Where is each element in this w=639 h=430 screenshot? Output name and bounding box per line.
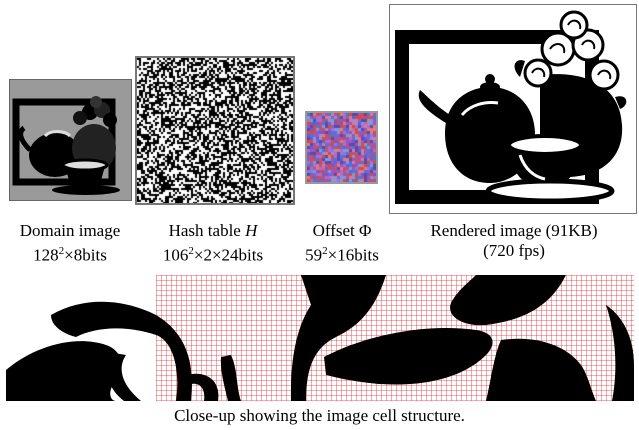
offset-size-exp: 2 — [322, 245, 328, 257]
offset-size-rest: ×16bits — [327, 245, 379, 265]
hash-table-caption: Hash table H 1062×2×24bits — [140, 221, 286, 266]
rendered-image — [389, 4, 637, 214]
rendered-image-art — [395, 10, 627, 204]
offset-caption-line1: Offset Φ — [312, 221, 372, 240]
closeup-image — [6, 275, 634, 401]
offset-caption: Offset Φ 592×16bits — [290, 221, 394, 266]
hash-caption-var: H — [245, 221, 258, 240]
offset-image — [305, 111, 378, 184]
rendered-caption-line1: Rendered image (91KB) — [430, 221, 598, 240]
domain-size-base: 128 — [33, 245, 59, 265]
domain-image-art — [12, 96, 120, 195]
hash-table-image — [135, 56, 295, 205]
hash-size-rest: ×2×24bits — [193, 245, 264, 265]
hash-size-exp: 2 — [188, 245, 194, 257]
domain-caption-line2: 1282×8bits — [2, 241, 138, 266]
hash-table-noise — [137, 58, 293, 203]
rendered-caption: Rendered image (91KB) (720 fps) — [404, 221, 624, 261]
offset-caption-line2: 592×16bits — [290, 241, 394, 266]
domain-image-caption: Domain image 1282×8bits — [2, 221, 138, 266]
domain-size-rest: ×8bits — [64, 245, 107, 265]
hash-caption-line2: 1062×2×24bits — [140, 241, 286, 266]
closeup-caption: Close-up showing the image cell structur… — [174, 406, 465, 425]
domain-caption-line1: Domain image — [19, 221, 121, 240]
domain-size-exp: 2 — [58, 245, 65, 257]
closeup-art — [6, 275, 634, 401]
hash-size-base: 106 — [162, 245, 189, 265]
rendered-caption-line2: (720 fps) — [483, 241, 545, 260]
offset-noise — [307, 113, 376, 182]
offset-size-base: 59 — [305, 245, 323, 265]
domain-image — [9, 79, 132, 201]
hash-caption-text: Hash table — [168, 221, 246, 240]
hash-caption-line1: Hash table H — [140, 221, 286, 241]
